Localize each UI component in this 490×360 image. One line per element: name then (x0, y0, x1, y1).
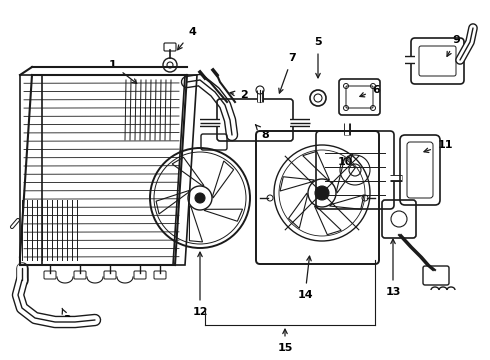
Text: 13: 13 (385, 239, 401, 297)
Text: 1: 1 (109, 60, 137, 84)
Text: 2: 2 (230, 90, 248, 100)
Circle shape (315, 186, 329, 200)
Text: 5: 5 (314, 37, 322, 78)
Text: 10: 10 (337, 154, 353, 167)
Text: 6: 6 (360, 85, 380, 97)
Text: 7: 7 (279, 53, 296, 93)
Text: 11: 11 (424, 140, 453, 153)
Text: 3: 3 (62, 309, 71, 325)
Text: 12: 12 (192, 252, 208, 317)
Text: 8: 8 (255, 125, 269, 140)
Text: 15: 15 (277, 329, 293, 353)
Text: 14: 14 (297, 256, 313, 300)
Text: 9: 9 (447, 35, 460, 57)
Text: 4: 4 (178, 27, 196, 50)
Circle shape (195, 193, 205, 203)
